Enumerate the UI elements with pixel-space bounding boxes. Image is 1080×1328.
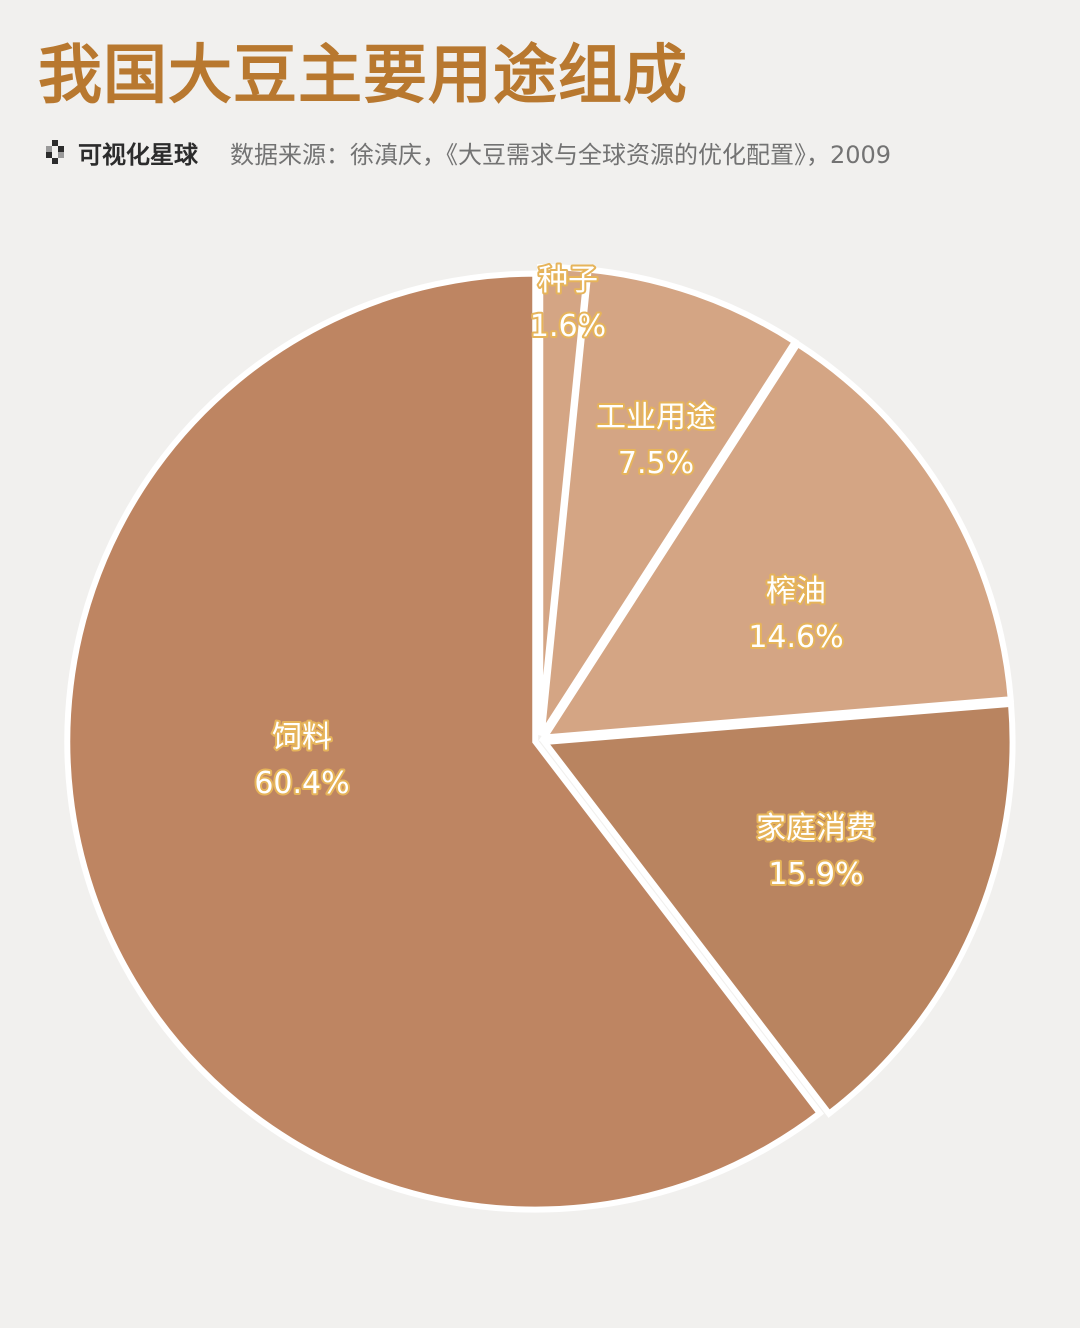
slice-value-2: 7.5%: [618, 446, 694, 481]
slice-label-5: 饲料: [272, 720, 332, 755]
pie-slice-3: [538, 339, 1014, 741]
pixel-diamond-icon: [46, 140, 64, 164]
brand-name: 可视化星球: [78, 140, 198, 169]
slice-label-2: 工业用途: [596, 400, 716, 435]
pie-slice-2: [538, 266, 800, 737]
slice-value-1: 1.6%: [530, 309, 606, 344]
pie-chart: 种子 1.6% 工业用途 7.5% 榨油 14.6% 家庭消费 15.9% 饲料 60.4%: [64, 261, 1016, 1213]
subtitle-row: 可视化星球 数据来源：徐滇庆，《大豆需求与全球资源的优化配置》，2009: [40, 132, 891, 172]
data-source: 数据来源：徐滇庆，《大豆需求与全球资源的优化配置》，2009: [230, 140, 892, 169]
slice-value-3: 14.6%: [748, 620, 843, 655]
slice-label-1: 种子: [538, 263, 598, 298]
slice-label-4: 家庭消费: [756, 811, 876, 846]
pie-slices: [64, 264, 1016, 1213]
pie-slice-4: [538, 700, 1016, 1118]
chart-title: 我国大豆主要用途组成: [38, 38, 688, 113]
slice-label-3: 榨油: [766, 574, 826, 609]
slice-value-5: 60.4%: [254, 766, 349, 801]
pie-slice-5: [64, 270, 824, 1213]
slice-value-4: 15.9%: [768, 857, 863, 892]
pie-labels: 种子 1.6% 工业用途 7.5% 榨油 14.6% 家庭消费 15.9% 饲料 60.4%: [252, 261, 878, 894]
